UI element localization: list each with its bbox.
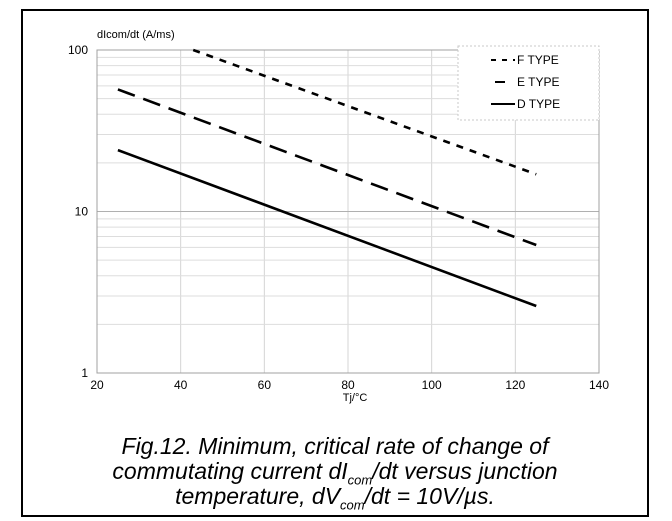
series-line-e-type — [117, 88, 537, 247]
grid — [97, 50, 599, 373]
y-axis-label: dIcom/dt (A/ms) — [97, 29, 175, 41]
x-tick-label: 20 — [90, 378, 104, 392]
caption-line-3: temperature, dVcom/dt = 10V/µs. — [175, 483, 495, 513]
x-tick-label: 100 — [422, 378, 442, 392]
figure-caption: Fig.12. Minimum, critical rate of change… — [21, 433, 649, 513]
legend-label: D TYPE — [517, 97, 560, 111]
legend-box — [457, 45, 600, 121]
x-tick-label: 60 — [258, 378, 272, 392]
y-tick-label: 100 — [68, 43, 88, 57]
x-tick-label: 40 — [174, 378, 188, 392]
caption-line-1: Fig.12. Minimum, critical rate of change… — [121, 433, 549, 459]
caption-line-2: commutating current dIcom/dt versus junc… — [112, 458, 558, 488]
tick-labels: 20 40 60 80 100 120 140 1 10 100 — [68, 43, 609, 392]
legend-label: F TYPE — [517, 53, 559, 67]
x-tick-label: 140 — [589, 378, 609, 392]
y-tick-label: 10 — [75, 205, 89, 219]
legend: F TYPE E TYPE D TYPE — [457, 45, 600, 121]
series-line-f-type — [192, 48, 537, 176]
x-axis-label: Tj/°C — [343, 392, 368, 404]
plot-area — [96, 49, 600, 374]
x-tick-label: 80 — [341, 378, 355, 392]
x-tick-label: 120 — [505, 378, 525, 392]
series-lines — [117, 48, 537, 308]
y-tick-label: 1 — [81, 366, 88, 380]
series-line-d-type — [117, 148, 537, 308]
legend-label: E TYPE — [517, 75, 559, 89]
